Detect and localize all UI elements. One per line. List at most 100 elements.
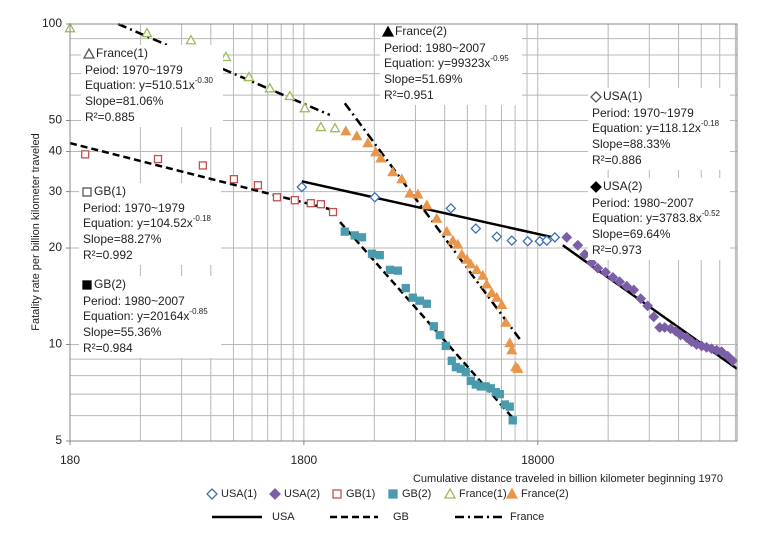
annotation-period: Period: 1980~2007 xyxy=(384,41,486,55)
annotation-slope: Slope=69.64% xyxy=(592,227,671,241)
marker xyxy=(561,231,573,243)
marker xyxy=(504,337,516,348)
annotation-slope: Slope=88.27% xyxy=(83,232,162,246)
annotation-period: Period: 1980~2007 xyxy=(592,196,694,210)
marker xyxy=(141,27,153,38)
axes: 5 10 20 30 40 50 100 180 1800 18000 xyxy=(42,16,738,467)
marker xyxy=(590,181,602,193)
marker xyxy=(357,233,367,242)
x-tick-label: 180 xyxy=(60,453,80,467)
marker xyxy=(727,355,739,367)
marker xyxy=(315,121,327,132)
marker xyxy=(340,227,349,236)
legend: USA(1) USA(2) GB(1) GB(2) France(1) France(2)… xyxy=(206,487,569,523)
legend-label: GB(2) xyxy=(402,488,431,500)
legend-label: USA xyxy=(272,511,295,523)
marker xyxy=(401,283,410,293)
marker xyxy=(299,102,311,113)
marker xyxy=(82,280,92,290)
x-tick-label: 18000 xyxy=(521,453,555,467)
annotation-title: France(2) xyxy=(395,24,447,38)
marker xyxy=(572,239,584,251)
marker xyxy=(388,489,398,499)
marker xyxy=(491,291,503,302)
marker xyxy=(495,390,504,399)
legend-label: GB xyxy=(393,511,409,523)
annotation-bg xyxy=(79,183,221,265)
marker xyxy=(621,280,633,292)
marker xyxy=(367,249,377,258)
equation-text: Equation: y=104.52x xyxy=(83,216,193,230)
marker xyxy=(592,262,604,274)
marker xyxy=(471,264,483,274)
annotation-bg xyxy=(81,45,223,127)
marker xyxy=(351,130,363,141)
marker xyxy=(243,71,255,82)
marker xyxy=(512,362,524,373)
marker xyxy=(381,25,395,37)
annotation-title: USA(1) xyxy=(603,89,642,103)
marker xyxy=(269,488,281,500)
equation-text: Equation: y=118.12x xyxy=(592,121,701,135)
marker xyxy=(465,258,477,269)
marker xyxy=(198,161,208,170)
marker xyxy=(486,286,498,297)
marker xyxy=(375,152,387,163)
annotation-bg xyxy=(380,23,522,105)
marker xyxy=(412,188,424,199)
points xyxy=(64,22,739,425)
marker xyxy=(614,276,626,288)
marker xyxy=(316,200,326,209)
marker xyxy=(290,196,300,205)
equation-exponent: -0.52 xyxy=(702,209,721,218)
equation-text: Equation: y=510.51x xyxy=(85,78,195,92)
marker xyxy=(396,173,408,184)
legend-label: France xyxy=(510,511,544,523)
marker xyxy=(496,298,508,309)
marker xyxy=(506,344,518,355)
marker xyxy=(153,154,163,164)
marker xyxy=(508,416,517,425)
y-tick-label: 10 xyxy=(49,337,63,351)
equation-text: Equation: y=99323x xyxy=(384,56,490,70)
marker xyxy=(415,296,425,305)
marker xyxy=(421,199,433,210)
marker xyxy=(659,322,671,333)
plot-frame xyxy=(69,23,738,442)
marker xyxy=(82,47,96,59)
marker xyxy=(522,235,534,247)
y-tick-label: 5 xyxy=(55,433,62,447)
annotation-slope: Slope=51.69% xyxy=(384,72,463,86)
marker xyxy=(461,253,473,264)
equation-exponent: -0.30 xyxy=(195,76,214,85)
marker xyxy=(206,488,218,500)
marker xyxy=(185,34,197,45)
marker xyxy=(635,293,647,305)
marker xyxy=(481,278,493,289)
annotation-equation: Equation: y=99323x-0.95 xyxy=(384,54,509,70)
marker xyxy=(306,199,315,208)
marker xyxy=(445,202,457,214)
equation-exponent: -0.18 xyxy=(193,214,212,223)
equation-text: Equation: y=3783.8x xyxy=(592,211,702,225)
marker xyxy=(579,249,591,260)
y-tick-label: 30 xyxy=(49,184,63,198)
marker xyxy=(81,150,90,159)
equation-text: Equation: y=20164x xyxy=(83,309,189,323)
legend-label: France(1) xyxy=(459,488,507,500)
marker xyxy=(393,266,402,275)
annotation-r2: R²=0.973 xyxy=(592,243,642,257)
marker xyxy=(716,346,728,358)
annotation-equation: Equation: y=510.51x-0.30 xyxy=(85,76,214,92)
marker xyxy=(328,207,338,217)
marker xyxy=(443,487,457,499)
annotation-r2: R²=0.885 xyxy=(85,110,135,124)
marker xyxy=(350,231,359,240)
marker xyxy=(82,187,92,197)
annotation-period: Peiod: 1970~1979 xyxy=(85,63,183,77)
marker xyxy=(375,251,384,260)
annotation-equation: Equation: y=3783.8x-0.52 xyxy=(592,209,721,225)
annotation-bg xyxy=(588,88,730,170)
